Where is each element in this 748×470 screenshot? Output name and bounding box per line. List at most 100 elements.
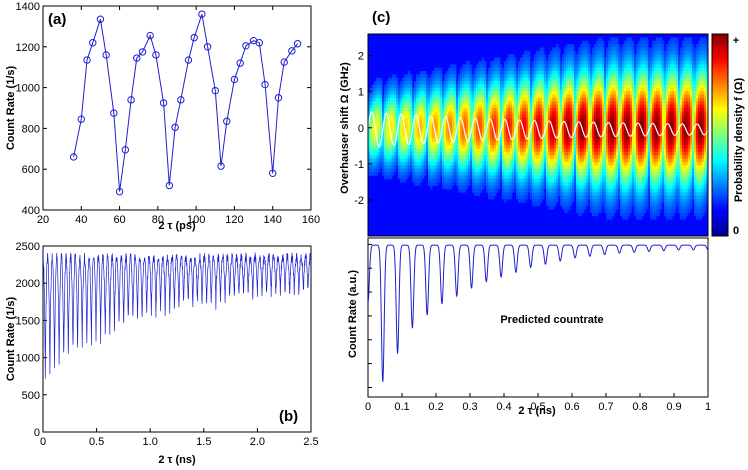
heatmap-cell <box>500 67 503 72</box>
heatmap-cell <box>612 111 615 116</box>
heatmap-cell <box>434 81 437 85</box>
heatmap-cell <box>486 84 489 89</box>
heatmap-cell <box>424 145 427 149</box>
heatmap-cell <box>382 101 385 106</box>
heatmap-cell <box>442 155 445 159</box>
heatmap-cell <box>496 101 499 106</box>
heatmap-cell <box>418 165 421 170</box>
heatmap-cell <box>558 155 561 159</box>
heatmap-cell <box>558 77 561 82</box>
heatmap-cell <box>520 57 523 62</box>
heatmap-cell <box>418 104 421 109</box>
heatmap-cell <box>538 101 541 106</box>
heatmap-cell <box>452 138 455 143</box>
heatmap-cell <box>612 40 615 45</box>
heatmap-cell <box>380 101 383 106</box>
heatmap-cell <box>586 124 589 129</box>
heatmap-cell <box>542 175 545 180</box>
heatmap-cell <box>482 148 485 153</box>
heatmap-cell <box>404 114 407 119</box>
heatmap-cell <box>418 128 421 133</box>
heatmap-cell <box>528 64 531 69</box>
heatmap-cell <box>398 138 401 143</box>
heatmap-cell <box>400 91 403 95</box>
heatmap-cell <box>420 158 423 163</box>
heatmap-cell <box>616 50 619 55</box>
heatmap-cell <box>612 67 615 72</box>
heatmap-cell <box>492 91 495 95</box>
heatmap-cell <box>524 64 527 69</box>
heatmap-cell <box>506 71 509 75</box>
heatmap-cell <box>552 138 555 143</box>
heatmap-cell <box>476 165 479 170</box>
heatmap-cell <box>592 192 595 196</box>
heatmap-cell <box>412 145 415 149</box>
heatmap-cell <box>574 138 577 143</box>
heatmap-cell <box>596 212 599 217</box>
heatmap-cell <box>602 94 605 99</box>
heatmap-cell <box>496 94 499 99</box>
heatmap-cell <box>430 138 433 143</box>
heatmap-cell <box>568 64 571 69</box>
heatmap-cell <box>370 124 373 129</box>
heatmap-cell <box>504 138 507 143</box>
heatmap-cell <box>450 151 453 156</box>
heatmap-cell <box>502 74 505 79</box>
heatmap-cell <box>604 205 607 210</box>
heatmap-cell <box>590 81 593 85</box>
heatmap-cell <box>410 141 413 146</box>
heatmap-cell <box>584 94 587 99</box>
heatmap-cell <box>488 168 491 173</box>
heatmap-cell <box>568 121 571 126</box>
heatmap-cell <box>586 91 589 95</box>
heatmap-cell <box>452 124 455 129</box>
heatmap-cell <box>498 172 501 176</box>
heatmap-cell <box>406 131 409 136</box>
heatmap-cell <box>450 128 453 133</box>
heatmap-cell <box>554 104 557 109</box>
heatmap-cell <box>532 195 535 200</box>
heatmap-cell <box>460 71 463 75</box>
heatmap-cell <box>396 138 399 143</box>
heatmap-cell <box>488 172 491 176</box>
heatmap-cell <box>508 111 511 116</box>
heatmap-cell <box>414 182 417 186</box>
heatmap-cell <box>544 138 547 143</box>
heatmap-cell <box>394 168 397 173</box>
heatmap-cell <box>458 124 461 129</box>
heatmap-cell <box>574 104 577 109</box>
heatmap-cell <box>526 108 529 112</box>
heatmap-cell <box>596 151 599 156</box>
heatmap-cell <box>394 138 397 143</box>
heatmap-cell <box>528 77 531 82</box>
heatmap-cell <box>390 151 393 156</box>
heatmap-cell <box>378 158 381 163</box>
heatmap-cell <box>566 91 569 95</box>
heatmap-cell <box>508 148 511 153</box>
heatmap-cell <box>400 165 403 170</box>
heatmap-cell <box>520 77 523 82</box>
heatmap-cell <box>564 84 567 89</box>
heatmap-cell <box>546 118 549 122</box>
heatmap-cell <box>368 141 371 146</box>
heatmap-cell <box>464 165 467 170</box>
heatmap-cell <box>424 77 427 82</box>
heatmap-cell <box>564 60 567 65</box>
heatmap-cell <box>514 178 517 183</box>
heatmap-cell <box>600 108 603 112</box>
heatmap-cell <box>548 198 551 203</box>
heatmap-cell <box>454 168 457 173</box>
heatmap-cell <box>594 205 597 210</box>
heatmap-cell <box>588 64 591 69</box>
heatmap-cell <box>468 114 471 119</box>
heatmap-cell <box>554 118 557 122</box>
heatmap-cell <box>396 77 399 82</box>
heatmap-cell <box>590 148 593 153</box>
heatmap-cell <box>434 114 437 119</box>
heatmap-cell <box>598 172 601 176</box>
heatmap-cell <box>520 108 523 112</box>
heatmap-cell <box>592 165 595 170</box>
heatmap-cell <box>446 94 449 99</box>
heatmap-cell <box>374 114 377 119</box>
heatmap-cell <box>614 148 617 153</box>
